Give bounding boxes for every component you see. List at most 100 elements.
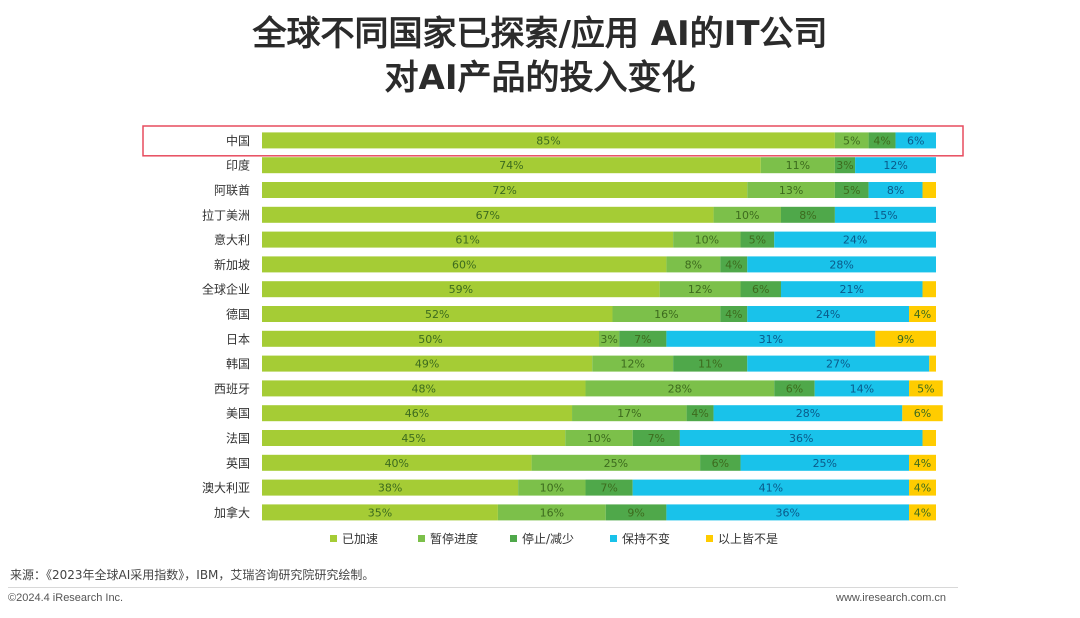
- bar-segment: [262, 231, 674, 248]
- bar-segment: [747, 182, 835, 198]
- bar-segment: [713, 405, 903, 422]
- category-label: 新加坡: [214, 257, 250, 272]
- bar-segment: [592, 355, 674, 372]
- data-label: 4%: [725, 308, 742, 321]
- data-label: 61%: [455, 234, 479, 247]
- bar-segment: [262, 380, 586, 397]
- bar-segment: [262, 504, 498, 521]
- legend-swatch: [330, 535, 337, 542]
- category-label: 法国: [226, 432, 250, 446]
- legend-label: 暂停进度: [430, 531, 478, 546]
- bar-segment: [875, 330, 936, 347]
- data-label: 4%: [873, 134, 890, 147]
- data-label: 14%: [850, 382, 874, 395]
- bar-segment: [673, 355, 748, 372]
- data-label: 3%: [836, 159, 853, 172]
- data-label: 6%: [786, 382, 803, 395]
- data-label: 74%: [499, 159, 523, 172]
- data-label: 38%: [378, 482, 402, 495]
- bar-segment: [720, 306, 748, 322]
- bar-segment: [909, 504, 936, 521]
- data-label: 10%: [735, 209, 759, 222]
- bar-segment: [747, 355, 930, 372]
- bar-segment: [659, 281, 741, 298]
- bar-segment: [720, 256, 748, 273]
- data-label: 8%: [887, 184, 904, 197]
- bar-segment: [834, 206, 936, 223]
- bar-segment: [262, 157, 761, 174]
- legend-label: 以上皆不是: [718, 532, 778, 546]
- data-label: 52%: [425, 308, 449, 321]
- category-label: 西班牙: [214, 382, 250, 396]
- data-label: 4%: [914, 506, 931, 519]
- stacked-bar-chart: 中国 85% 5% 4% 6%印度 74% 11% 3% 12%阿联酋 72% 13% 5% 8%拉丁美…: [142, 125, 964, 546]
- bar-segment: [262, 206, 714, 223]
- bar-segment: [497, 504, 606, 521]
- data-label: 28%: [829, 258, 853, 271]
- data-label: 45%: [401, 432, 425, 445]
- bar-segment: [262, 405, 573, 422]
- website-url[interactable]: www.iresearch.com.cn: [836, 592, 947, 604]
- legend-swatch: [510, 535, 517, 542]
- data-label: 8%: [799, 209, 816, 222]
- chart-title-line-2: 对AI产品的投入变化: [384, 58, 696, 98]
- bar-segment: [605, 504, 667, 521]
- data-label: 85%: [536, 134, 560, 147]
- bar-segment: [922, 182, 936, 198]
- category-label: 中国: [226, 133, 250, 148]
- legend-swatch: [706, 535, 713, 542]
- legend-label: 已加速: [342, 532, 378, 546]
- data-label: 24%: [843, 234, 867, 247]
- data-label: 6%: [752, 283, 769, 296]
- data-label: 7%: [634, 333, 651, 346]
- data-label: 6%: [907, 134, 924, 147]
- bar-segment: [673, 231, 741, 248]
- category-label: 韩国: [226, 356, 250, 371]
- bar-segment: [868, 132, 896, 149]
- category-label: 意大利: [214, 232, 250, 247]
- data-label: 13%: [779, 184, 803, 197]
- bar-segment: [531, 454, 701, 471]
- data-label: 49%: [415, 358, 439, 371]
- data-label: 5%: [917, 382, 934, 395]
- legend-label: 保持不变: [622, 531, 670, 546]
- bar-segment: [585, 479, 633, 496]
- data-label: 16%: [654, 308, 678, 321]
- bar-segment: [686, 405, 714, 422]
- data-label: 8%: [685, 258, 702, 271]
- legend-label: 停止/减少: [522, 531, 574, 546]
- legend-swatch: [610, 535, 617, 542]
- data-label: 24%: [816, 308, 840, 321]
- bar-segment: [895, 132, 936, 149]
- bar-segment: [599, 330, 620, 347]
- category-label: 阿联酋: [214, 183, 250, 198]
- legend-swatch: [418, 535, 425, 542]
- data-label: 5%: [843, 134, 860, 147]
- data-label: 7%: [600, 482, 617, 495]
- bar-segment: [262, 430, 566, 446]
- highlight-box: [142, 125, 964, 157]
- bar-segment: [262, 454, 532, 471]
- data-label: 60%: [452, 258, 476, 271]
- bar-segment: [747, 256, 936, 273]
- data-label: 28%: [668, 382, 692, 395]
- data-label: 4%: [725, 258, 742, 271]
- category-label: 全球企业: [202, 282, 250, 297]
- data-label: 25%: [813, 457, 837, 470]
- bar-segment: [585, 380, 775, 397]
- bar-segment: [262, 256, 667, 273]
- data-label: 10%: [587, 432, 611, 445]
- data-label: 9%: [897, 333, 914, 346]
- bar-segment: [713, 206, 781, 223]
- category-label: 美国: [226, 407, 250, 421]
- data-label: 3%: [600, 333, 617, 346]
- data-label: 10%: [540, 482, 564, 495]
- data-label: 40%: [385, 457, 409, 470]
- bar-segment: [262, 479, 519, 496]
- category-label: 德国: [226, 307, 250, 322]
- bar-segment: [834, 182, 869, 198]
- bar-segment: [262, 330, 599, 347]
- bar-segment: [909, 479, 936, 496]
- bar-segment: [740, 454, 910, 471]
- bar-segment: [262, 306, 613, 322]
